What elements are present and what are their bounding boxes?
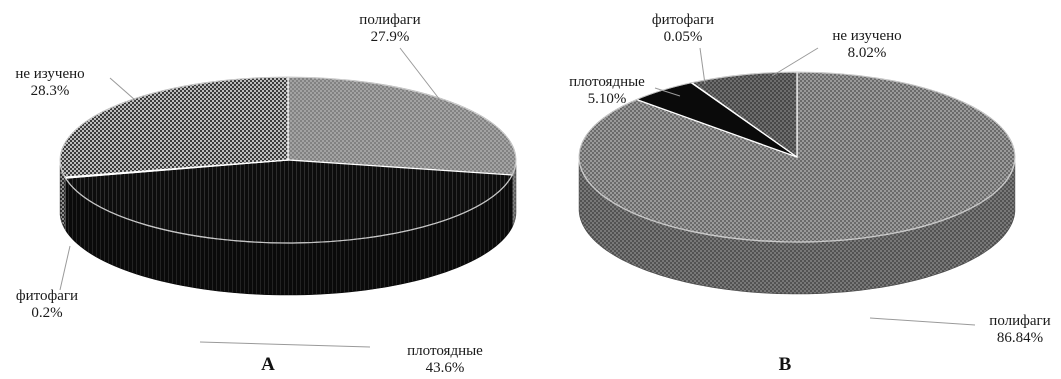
slice-value-label: 43.6% — [426, 360, 465, 376]
panel-label-a: A — [261, 354, 275, 375]
pie-slice-a-3 — [59, 76, 289, 178]
slice-name-label: не изучено — [15, 66, 84, 82]
leader-line-b-2 — [699, 47, 706, 85]
pie-chart-b — [578, 71, 1016, 295]
leader-line-a-3 — [109, 77, 136, 101]
leader-line-b-3 — [771, 47, 819, 77]
slice-name-label: фитофаги — [652, 12, 714, 28]
slice-name-label: плотоядные — [407, 343, 483, 359]
slice-value-label: 86.84% — [997, 330, 1043, 346]
slice-name-label: фитофаги — [16, 288, 78, 304]
panel-label-b: B — [779, 354, 792, 375]
slice-value-label: 0.05% — [664, 29, 703, 45]
slice-value-label: 27.9% — [371, 29, 410, 45]
slice-value-label: 5.10% — [588, 91, 627, 107]
pie-chart-a — [59, 76, 517, 296]
pie-slice-a-0 — [287, 76, 517, 176]
slice-name-label: плотоядные — [569, 74, 645, 90]
pie-side-shade-a-0 — [512, 160, 516, 228]
leader-line-a-1 — [199, 341, 371, 348]
pie-side-shade-a-1 — [65, 175, 513, 295]
slice-name-label: полифаги — [359, 12, 420, 28]
slice-name-label: не изучено — [832, 28, 901, 44]
leader-line-b-1 — [654, 87, 681, 97]
leader-line-b-0 — [869, 317, 976, 326]
pie-side-shade-b-0 — [579, 158, 1015, 294]
slice-value-label: 8.02% — [848, 45, 887, 61]
slice-value-label: 28.3% — [31, 83, 70, 99]
slice-value-label: 0.2% — [31, 305, 62, 321]
pie-side-shade-a-3 — [60, 162, 65, 230]
pie-rim-a — [59, 76, 517, 244]
chart-labels: полифаги27.9%плотоядные43.6%фитофаги0.2%… — [15, 12, 1050, 376]
leader-line-a-2 — [59, 245, 71, 291]
pie-rim-b — [578, 71, 1016, 243]
leader-line-a-0 — [399, 47, 441, 101]
slice-name-label: полифаги — [989, 313, 1050, 329]
